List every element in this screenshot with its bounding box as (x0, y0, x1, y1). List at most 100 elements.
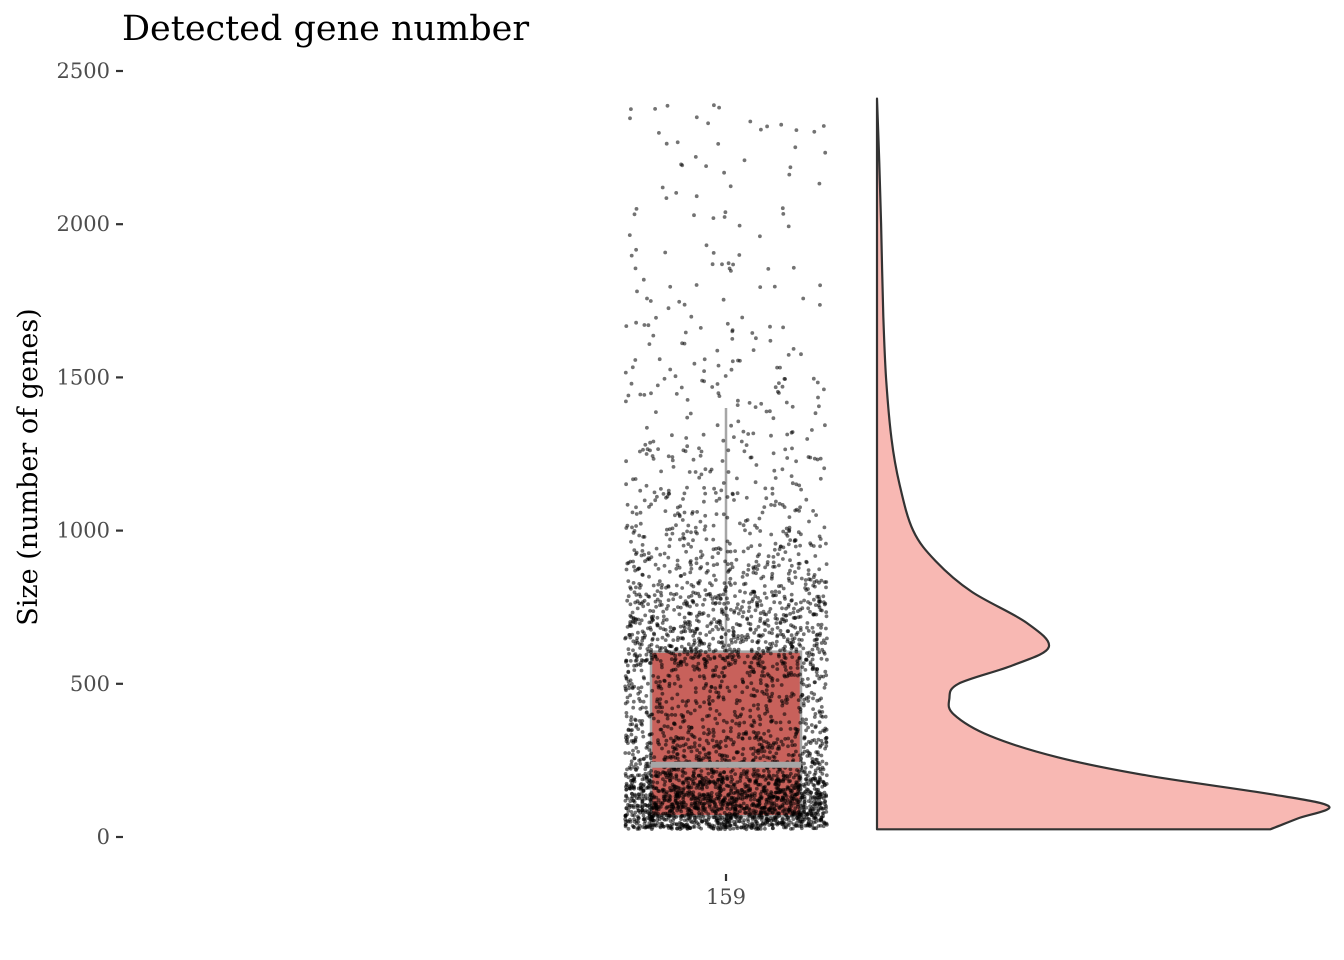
jitter-point (751, 703, 756, 708)
jitter-point (822, 794, 827, 798)
jitter-point (693, 686, 698, 690)
jitter-point (626, 826, 631, 831)
jitter-point (778, 620, 783, 625)
jitter-point (633, 620, 638, 625)
jitter-point (806, 587, 810, 591)
jitter-point (718, 593, 722, 597)
jitter-point (811, 696, 815, 701)
jitter-point (757, 661, 761, 666)
jitter-point (703, 513, 708, 518)
jitter-point (633, 358, 638, 362)
jitter-point (699, 472, 704, 477)
jitter-point (738, 640, 743, 645)
jitter-point (637, 794, 642, 799)
jitter-point (771, 817, 776, 821)
jitter-point (769, 822, 774, 827)
jitter-point (741, 769, 746, 773)
jitter-point (825, 636, 829, 641)
jitter-point (634, 746, 639, 750)
jitter-point (716, 640, 721, 644)
jitter-point (633, 652, 638, 656)
jitter-point (646, 764, 651, 769)
jitter-point (818, 631, 823, 636)
jitter-point (773, 613, 778, 617)
y-tick-label-500: 500 (70, 672, 110, 696)
jitter-point (795, 609, 800, 614)
jitter-point (736, 735, 741, 739)
jitter-point (727, 568, 731, 573)
jitter-point (699, 801, 704, 806)
jitter-point (761, 651, 766, 656)
jitter-point (717, 752, 722, 757)
jitter-point (652, 755, 657, 759)
jitter-point (624, 459, 628, 464)
jitter-point (683, 656, 687, 661)
jitter-point (697, 737, 702, 742)
jitter-point (686, 642, 691, 647)
jitter-point (656, 675, 661, 680)
jitter-point (696, 655, 701, 660)
jitter-point (724, 758, 729, 763)
jitter-point (632, 819, 637, 824)
jitter-point (680, 780, 685, 785)
jitter-point (651, 795, 656, 800)
jitter-point (628, 620, 633, 624)
jitter-point (740, 706, 745, 711)
jitter-point (630, 778, 635, 783)
jitter-point (689, 583, 694, 587)
jitter-point (688, 629, 693, 634)
jitter-point (811, 376, 816, 381)
jitter-point (634, 505, 638, 510)
jitter-point (805, 812, 810, 817)
jitter-point (650, 655, 654, 660)
jitter-point (711, 734, 716, 738)
jitter-point (680, 805, 685, 810)
jitter-point (656, 685, 661, 690)
jitter-point (761, 754, 766, 759)
jitter-point (767, 610, 771, 614)
jitter-point (634, 512, 639, 516)
jitter-point (714, 499, 719, 503)
jitter-point (643, 442, 648, 447)
jitter-point (682, 659, 686, 664)
jitter-point (708, 797, 713, 802)
jitter-point (624, 711, 629, 715)
jitter-point (772, 284, 777, 289)
jitter-point (671, 754, 675, 759)
jitter-point (801, 661, 806, 665)
jitter-point (762, 505, 767, 509)
jitter-point (655, 644, 659, 649)
jitter-point (780, 661, 785, 666)
jitter-point (741, 747, 746, 751)
jitter-point (688, 711, 693, 716)
jitter-point (824, 804, 828, 808)
jitter-point (663, 638, 668, 642)
jitter-point (630, 610, 635, 615)
jitter-point (648, 782, 652, 786)
jitter-point (726, 793, 731, 798)
jitter-point (726, 448, 731, 453)
jitter-point (700, 819, 705, 824)
jitter-point (691, 538, 695, 543)
jitter-point (629, 774, 633, 778)
jitter-point (644, 793, 648, 798)
jitter-point (656, 719, 661, 724)
jitter-point (628, 678, 633, 683)
jitter-point (661, 794, 666, 799)
jitter-point (688, 559, 693, 563)
jitter-point (640, 572, 645, 577)
jitter-point (674, 523, 678, 528)
jitter-point (697, 751, 702, 755)
jitter-point (817, 580, 821, 585)
jitter-point (732, 740, 736, 745)
jitter-point (698, 631, 703, 636)
jitter-point (661, 824, 666, 829)
jitter-point (707, 647, 712, 652)
jitter-point (686, 812, 691, 817)
jitter-point (730, 337, 735, 341)
chart-title: Detected gene number (122, 9, 529, 49)
jitter-point (626, 647, 631, 652)
jitter-point (754, 559, 759, 564)
jitter-point (794, 632, 799, 637)
jitter-point (772, 503, 777, 508)
